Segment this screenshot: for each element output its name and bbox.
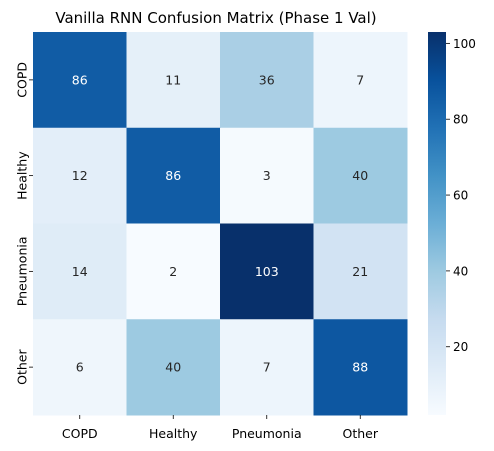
cell-value-label: 86 xyxy=(72,72,88,87)
heatmap-cell xyxy=(33,319,127,416)
colorbar-gradient xyxy=(428,32,446,415)
cell-value-label: 7 xyxy=(356,72,364,87)
colorbar-tick-label: 40 xyxy=(453,264,468,278)
cell-value-label: 86 xyxy=(165,168,181,183)
cell-value-label: 2 xyxy=(169,264,177,279)
heatmap-cell xyxy=(33,32,127,129)
x-tick-label: Healthy xyxy=(149,426,198,441)
heatmap-cell xyxy=(126,223,221,320)
colorbar-tick-label: 20 xyxy=(453,340,468,354)
y-tick-label: COPD xyxy=(15,62,30,98)
heatmap-cell xyxy=(126,32,221,129)
cell-value-label: 3 xyxy=(263,168,271,183)
heatmap-cell xyxy=(33,223,127,320)
heatmap-cell xyxy=(313,319,408,416)
cell-value-label: 40 xyxy=(352,168,368,183)
x-tick-label: Pneumonia xyxy=(232,426,302,441)
heatmap-cell xyxy=(313,127,408,224)
cell-value-label: 21 xyxy=(352,264,368,279)
cell-value-label: 36 xyxy=(259,72,275,87)
cell-value-label: 6 xyxy=(76,360,84,375)
cell-value-label: 40 xyxy=(165,360,181,375)
heatmap-cell xyxy=(220,127,314,224)
heatmap-cell xyxy=(33,127,127,224)
x-axis-ticks: COPD Healthy Pneumonia Other xyxy=(62,415,379,441)
colorbar-ticks: 20 40 60 80 100 xyxy=(446,37,476,354)
cell-value-label: 7 xyxy=(263,360,271,375)
heatmap-cell xyxy=(126,127,221,224)
cell-value-label: 88 xyxy=(352,360,368,375)
x-tick-label: COPD xyxy=(62,426,98,441)
heatmap-cell xyxy=(220,223,314,320)
heatmap-cells: 86 11 36 7 12 86 3 40 14 2 103 21 6 40 7 88 xyxy=(33,32,408,416)
colorbar: 20 40 60 80 100 xyxy=(428,32,476,415)
y-tick-label: Healthy xyxy=(15,151,30,200)
colorbar-tick-label: 100 xyxy=(453,37,476,51)
cell-value-label: 11 xyxy=(165,72,181,87)
y-tick-label: Pneumonia xyxy=(15,237,30,307)
heatmap-cell xyxy=(313,32,408,129)
y-tick-label: Other xyxy=(15,349,30,385)
heatmap-cell xyxy=(313,223,408,320)
colorbar-tick-label: 80 xyxy=(453,113,468,127)
cell-value-label: 14 xyxy=(72,264,88,279)
cell-value-label: 103 xyxy=(255,264,279,279)
cell-value-label: 12 xyxy=(72,168,88,183)
x-tick-label: Other xyxy=(343,426,379,441)
y-axis-ticks: COPD Healthy Pneumonia Other xyxy=(15,62,33,385)
heatmap-cell xyxy=(126,319,221,416)
chart-title: Vanilla RNN Confusion Matrix (Phase 1 Va… xyxy=(55,9,376,27)
heatmap-cell xyxy=(220,319,314,416)
heatmap-cell xyxy=(220,32,314,129)
colorbar-tick-label: 60 xyxy=(453,189,468,203)
